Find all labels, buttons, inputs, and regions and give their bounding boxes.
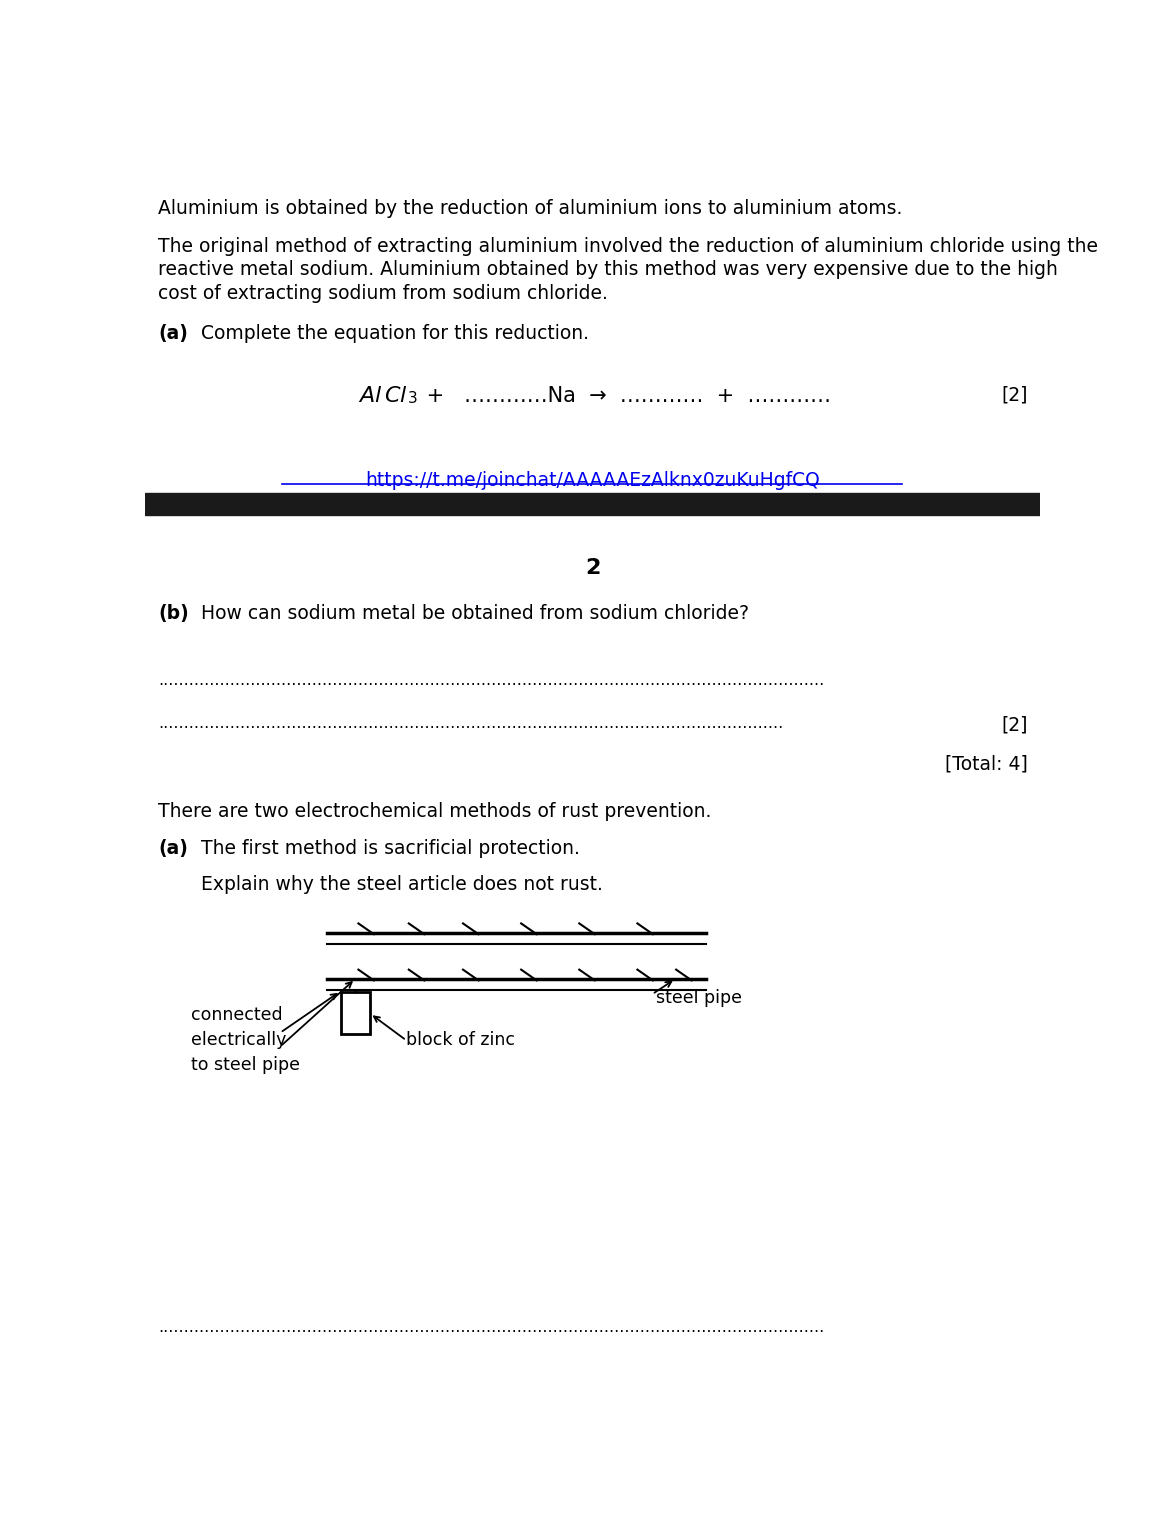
- Text: (b): (b): [158, 603, 190, 623]
- Text: 2: 2: [585, 558, 600, 578]
- Text: The first method is sacrificial protection.: The first method is sacrificial protecti…: [201, 838, 580, 858]
- Text: connected
electrically
to steel pipe: connected electrically to steel pipe: [191, 1007, 301, 1075]
- Text: 3: 3: [408, 391, 417, 406]
- Text: Explain why the steel article does not rust.: Explain why the steel article does not r…: [201, 875, 603, 894]
- Text: (a): (a): [158, 838, 188, 858]
- Bar: [144, 493, 1040, 514]
- Text: [Total: 4]: [Total: 4]: [946, 753, 1028, 773]
- Text: reactive metal sodium. Aluminium obtained by this method was very expensive due : reactive metal sodium. Aluminium obtaine…: [158, 261, 1059, 279]
- Bar: [341, 991, 370, 1034]
- Text: There are two electrochemical methods of rust prevention.: There are two electrochemical methods of…: [158, 802, 712, 820]
- Text: $\mathit{Al}\,\mathit{Cl}$: $\mathit{Al}\,\mathit{Cl}$: [357, 387, 407, 406]
- Text: +   …………Na  →  …………  +  …………: + …………Na → ………… + …………: [420, 387, 831, 406]
- Text: (a): (a): [158, 324, 188, 343]
- Text: [2]: [2]: [1001, 387, 1028, 405]
- Text: steel pipe: steel pipe: [655, 988, 742, 1007]
- Text: ................................................................................: ........................................…: [158, 673, 824, 688]
- Text: Complete the equation for this reduction.: Complete the equation for this reduction…: [201, 324, 590, 343]
- Text: [2]: [2]: [1001, 716, 1028, 735]
- Text: ................................................................................: ........................................…: [158, 1320, 824, 1336]
- Text: The original method of extracting aluminium involved the reduction of aluminium : The original method of extracting alumin…: [158, 238, 1098, 256]
- Text: https://t.me/joinchat/AAAAAEzAlknx0zuKuHgfCQ: https://t.me/joinchat/AAAAAEzAlknx0zuKuH…: [365, 470, 820, 490]
- Text: cost of extracting sodium from sodium chloride.: cost of extracting sodium from sodium ch…: [158, 283, 608, 303]
- Text: How can sodium metal be obtained from sodium chloride?: How can sodium metal be obtained from so…: [201, 603, 749, 623]
- Text: Aluminium is obtained by the reduction of aluminium ions to aluminium atoms.: Aluminium is obtained by the reduction o…: [158, 199, 903, 218]
- Text: block of zinc: block of zinc: [407, 1031, 516, 1049]
- Text: ................................................................................: ........................................…: [158, 716, 784, 731]
